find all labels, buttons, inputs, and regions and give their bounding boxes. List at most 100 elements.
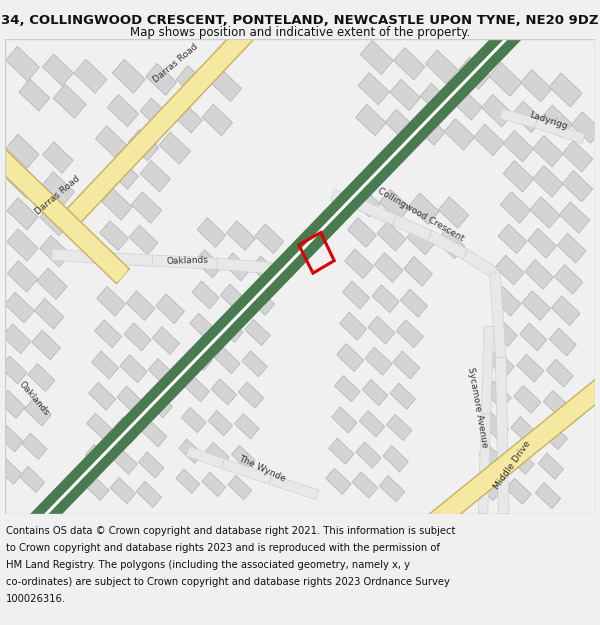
Polygon shape bbox=[107, 94, 139, 127]
Polygon shape bbox=[171, 101, 202, 133]
Polygon shape bbox=[129, 225, 158, 255]
Polygon shape bbox=[83, 474, 109, 501]
Polygon shape bbox=[390, 79, 420, 111]
Polygon shape bbox=[458, 57, 490, 89]
Text: Middle Drive: Middle Drive bbox=[493, 439, 533, 491]
Polygon shape bbox=[43, 142, 73, 173]
Polygon shape bbox=[344, 249, 373, 279]
Polygon shape bbox=[0, 356, 27, 384]
Polygon shape bbox=[489, 62, 522, 96]
Polygon shape bbox=[95, 320, 122, 348]
Polygon shape bbox=[503, 161, 533, 192]
Text: 34, COLLINGWOOD CRESCENT, PONTELAND, NEWCASTLE UPON TYNE, NE20 9DZ: 34, COLLINGWOOD CRESCENT, PONTELAND, NEW… bbox=[1, 14, 599, 27]
Polygon shape bbox=[179, 439, 203, 463]
Polygon shape bbox=[176, 66, 209, 99]
Polygon shape bbox=[562, 171, 593, 202]
Polygon shape bbox=[25, 398, 52, 426]
Polygon shape bbox=[372, 285, 399, 312]
Polygon shape bbox=[362, 379, 388, 406]
Polygon shape bbox=[554, 264, 583, 294]
Polygon shape bbox=[7, 198, 38, 230]
Polygon shape bbox=[379, 476, 405, 502]
Polygon shape bbox=[463, 249, 497, 278]
Polygon shape bbox=[530, 197, 560, 228]
Polygon shape bbox=[481, 412, 508, 440]
Polygon shape bbox=[496, 357, 509, 514]
Polygon shape bbox=[479, 444, 505, 471]
Polygon shape bbox=[100, 221, 128, 251]
Polygon shape bbox=[374, 253, 403, 282]
Polygon shape bbox=[34, 299, 64, 329]
Polygon shape bbox=[420, 83, 451, 116]
Polygon shape bbox=[492, 286, 521, 316]
Polygon shape bbox=[343, 281, 370, 309]
Polygon shape bbox=[549, 73, 582, 107]
Polygon shape bbox=[407, 225, 436, 255]
Polygon shape bbox=[211, 379, 236, 405]
Text: HM Land Registry. The polygons (including the associated geometry, namely x, y: HM Land Registry. The polygons (includin… bbox=[6, 560, 410, 570]
Polygon shape bbox=[92, 351, 119, 379]
Polygon shape bbox=[476, 474, 502, 501]
Polygon shape bbox=[500, 192, 530, 223]
Polygon shape bbox=[481, 326, 494, 414]
Polygon shape bbox=[40, 236, 70, 267]
Polygon shape bbox=[340, 312, 367, 340]
Polygon shape bbox=[326, 468, 351, 494]
Polygon shape bbox=[541, 422, 568, 449]
Polygon shape bbox=[335, 376, 360, 402]
Polygon shape bbox=[478, 414, 491, 514]
Polygon shape bbox=[215, 348, 240, 374]
Polygon shape bbox=[571, 112, 600, 143]
Polygon shape bbox=[86, 413, 112, 439]
Polygon shape bbox=[385, 109, 416, 141]
Polygon shape bbox=[217, 258, 271, 274]
Polygon shape bbox=[202, 472, 226, 496]
Polygon shape bbox=[190, 313, 215, 339]
Polygon shape bbox=[392, 215, 432, 241]
Polygon shape bbox=[176, 469, 200, 493]
Polygon shape bbox=[390, 383, 415, 409]
Polygon shape bbox=[562, 141, 593, 172]
Polygon shape bbox=[368, 316, 395, 344]
Polygon shape bbox=[6, 134, 39, 168]
Text: co-ordinates) are subject to Crown copyright and database rights 2023 Ordnance S: co-ordinates) are subject to Crown copyr… bbox=[6, 577, 450, 587]
Polygon shape bbox=[128, 129, 159, 161]
Polygon shape bbox=[270, 262, 295, 277]
Polygon shape bbox=[511, 417, 538, 444]
Polygon shape bbox=[551, 296, 580, 326]
Polygon shape bbox=[192, 281, 219, 309]
Polygon shape bbox=[139, 452, 164, 478]
Polygon shape bbox=[0, 139, 128, 282]
Polygon shape bbox=[53, 84, 86, 118]
Polygon shape bbox=[202, 104, 233, 136]
Polygon shape bbox=[43, 54, 73, 86]
Polygon shape bbox=[337, 344, 364, 371]
Polygon shape bbox=[533, 166, 563, 197]
Polygon shape bbox=[102, 189, 132, 220]
Polygon shape bbox=[329, 438, 354, 464]
Polygon shape bbox=[415, 114, 445, 145]
Polygon shape bbox=[115, 417, 140, 443]
Polygon shape bbox=[145, 390, 172, 418]
Polygon shape bbox=[350, 186, 380, 217]
Text: Darras Road: Darras Road bbox=[152, 42, 200, 85]
Polygon shape bbox=[19, 466, 44, 492]
Text: The Wynde: The Wynde bbox=[236, 454, 287, 484]
Polygon shape bbox=[245, 319, 270, 346]
Text: Ladyrigg: Ladyrigg bbox=[528, 111, 568, 132]
Polygon shape bbox=[498, 224, 527, 254]
Polygon shape bbox=[528, 228, 556, 258]
Polygon shape bbox=[41, 172, 74, 206]
Polygon shape bbox=[439, 197, 469, 228]
Polygon shape bbox=[506, 478, 531, 504]
Polygon shape bbox=[424, 374, 600, 534]
Polygon shape bbox=[521, 69, 552, 102]
Polygon shape bbox=[124, 323, 151, 351]
Polygon shape bbox=[228, 476, 251, 499]
Polygon shape bbox=[386, 414, 412, 441]
Polygon shape bbox=[159, 132, 190, 164]
Polygon shape bbox=[235, 414, 259, 439]
Polygon shape bbox=[541, 105, 572, 138]
Polygon shape bbox=[242, 351, 267, 377]
Polygon shape bbox=[227, 221, 256, 251]
